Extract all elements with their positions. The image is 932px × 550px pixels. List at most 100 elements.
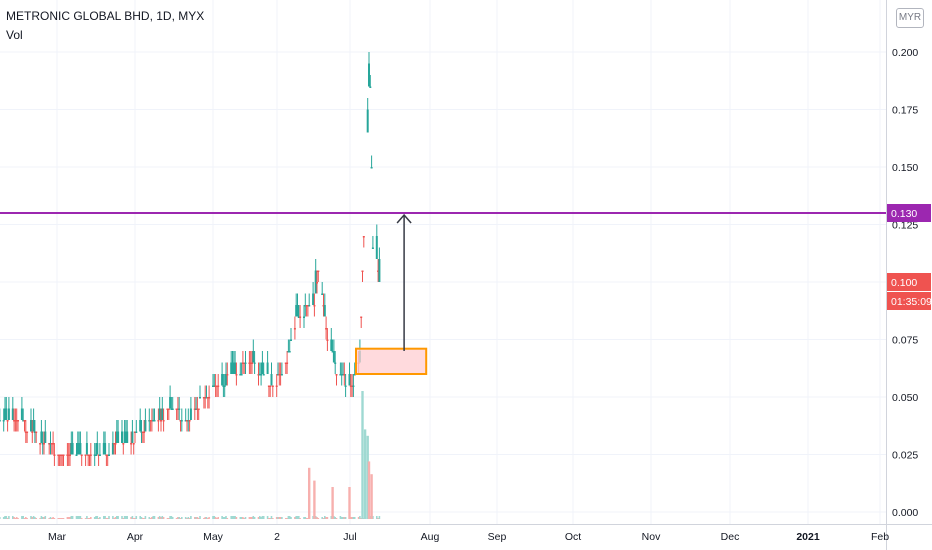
- candle-body: [6, 420, 9, 422]
- volume-bar: [359, 516, 361, 519]
- candle-body: [296, 305, 299, 317]
- volume-bar: [160, 517, 162, 519]
- candle-body: [267, 385, 270, 387]
- volume-bar: [134, 518, 136, 519]
- volume-bar: [84, 518, 87, 519]
- volume-bar: [67, 517, 70, 519]
- candle-body: [23, 420, 26, 422]
- candle-body: [123, 431, 126, 443]
- volume-indicator-label[interactable]: Vol: [6, 28, 23, 42]
- volume-bar: [367, 461, 371, 519]
- volume-bar: [93, 517, 96, 519]
- volume-bar: [140, 517, 143, 519]
- candle-body: [287, 351, 290, 353]
- volume-bar: [344, 517, 347, 519]
- arrow-head[interactable]: [396, 213, 412, 224]
- volume-bar: [257, 517, 260, 519]
- drawings[interactable]: [0, 212, 886, 376]
- candle-body: [286, 362, 289, 364]
- candle-body: [132, 443, 135, 445]
- volume-bar: [0, 517, 1, 519]
- volume-bar: [52, 517, 54, 519]
- volume-bar: [144, 516, 147, 519]
- x-tick-label: 2: [274, 531, 280, 543]
- volume-bar: [262, 516, 265, 519]
- candle-body: [97, 454, 100, 456]
- candle-body: [323, 305, 326, 317]
- candle-body: [113, 443, 116, 445]
- volume-bar: [298, 516, 300, 519]
- candle-body: [193, 408, 196, 410]
- y-tick-label: 0.200: [892, 47, 918, 59]
- volume-bar: [378, 516, 381, 519]
- candle-body: [150, 420, 153, 422]
- grid-lines: [0, 0, 886, 524]
- volume-bar: [190, 516, 192, 519]
- candle-body: [284, 362, 287, 364]
- candle-body: [325, 328, 328, 330]
- volume-bar: [322, 518, 325, 519]
- candle-body: [199, 397, 201, 399]
- volume-bar: [22, 516, 24, 519]
- volume-bar: [53, 518, 56, 519]
- candle-body: [343, 374, 346, 376]
- volume-bar: [308, 467, 311, 519]
- candle-body: [4, 408, 6, 420]
- candle-body: [149, 420, 152, 422]
- volume-bar: [342, 517, 344, 519]
- candle-body: [312, 293, 315, 305]
- x-tick-label: Dec: [721, 531, 740, 543]
- candle-body: [244, 362, 247, 364]
- candle-body: [303, 316, 305, 318]
- volume-bar: [269, 518, 271, 519]
- rectangle-drawing[interactable]: [355, 347, 428, 376]
- price-badge-label: 0.130: [891, 208, 917, 220]
- candle-body: [335, 374, 338, 376]
- candle-body: [33, 431, 36, 433]
- volume-bar: [126, 516, 128, 519]
- candle-body: [58, 454, 61, 456]
- candle-body: [152, 420, 155, 422]
- volume-bar: [177, 517, 179, 519]
- candle-body: [169, 397, 172, 409]
- candle-body: [221, 374, 224, 386]
- candle-body: [353, 374, 356, 376]
- candle-body: [240, 374, 243, 376]
- volume-bar: [259, 516, 261, 519]
- volume-bar: [157, 517, 160, 519]
- volume-bar: [231, 516, 234, 519]
- volume-bar: [75, 516, 78, 519]
- volume-bar: [143, 518, 145, 519]
- volume-bar: [261, 516, 264, 519]
- volume-bar: [294, 517, 296, 519]
- candle-body: [15, 420, 18, 422]
- candle-body: [344, 385, 347, 387]
- volume-bar: [41, 517, 44, 519]
- candle-body: [214, 385, 217, 387]
- candle-body: [170, 408, 173, 410]
- candle-body: [66, 454, 69, 456]
- volume-bar: [376, 516, 378, 519]
- candle-body: [85, 443, 88, 455]
- candle-body: [352, 385, 355, 387]
- candle-body: [186, 420, 188, 422]
- volume-bar: [44, 516, 47, 519]
- candle-body: [313, 305, 316, 307]
- candle-body: [314, 270, 317, 294]
- volume-bar: [32, 516, 35, 519]
- candle-body: [349, 385, 352, 387]
- y-tick-label: 0.150: [892, 162, 918, 174]
- candle-body: [279, 374, 282, 376]
- candle-body: [53, 454, 56, 456]
- candle-body: [135, 431, 138, 433]
- volume-bar: [244, 517, 247, 519]
- y-tick-label: 0.000: [892, 507, 918, 519]
- volume-bar: [153, 516, 156, 519]
- candle-body: [299, 316, 302, 318]
- candle-body: [232, 362, 235, 374]
- price-badge-label: 0.100: [891, 277, 917, 289]
- volume-bar: [125, 516, 127, 519]
- currency-button[interactable]: MYR: [896, 8, 924, 28]
- candle-body: [49, 443, 52, 445]
